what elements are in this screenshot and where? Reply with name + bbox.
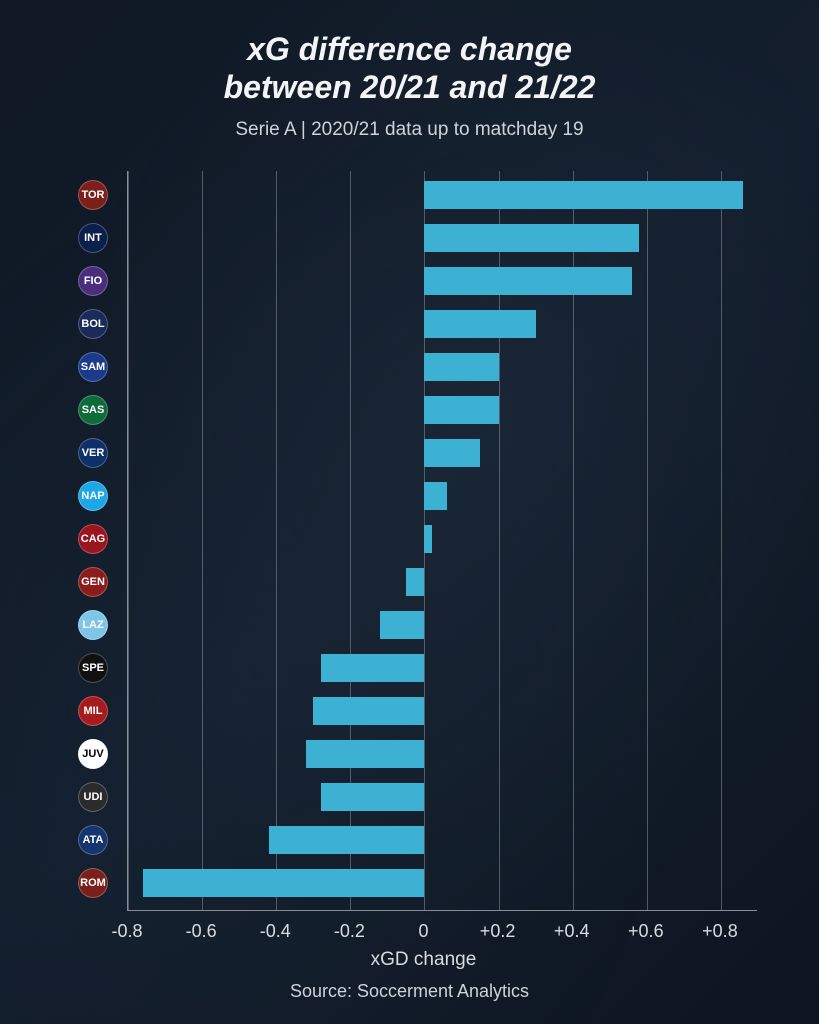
- x-tick-label: +0.4: [554, 921, 590, 942]
- bar-sassuolo: [424, 396, 498, 424]
- bar-bologna: [424, 310, 535, 338]
- x-tick-label: +0.6: [628, 921, 664, 942]
- bar-genoa: [406, 568, 425, 596]
- team-crest-bologna: BOL: [78, 309, 108, 339]
- team-crest-lazio: LAZ: [78, 610, 108, 640]
- chart-title: xG difference change between 20/21 and 2…: [224, 30, 596, 107]
- bar-lazio: [380, 611, 424, 639]
- bar-juventus: [306, 740, 425, 768]
- bar-napoli: [424, 482, 446, 510]
- team-crest-cagliari: CAG: [78, 524, 108, 554]
- team-crest-inter: INT: [78, 223, 108, 253]
- gridline: [721, 171, 722, 910]
- team-crest-verona: VER: [78, 438, 108, 468]
- team-crest-milan: MIL: [78, 696, 108, 726]
- x-tick-label: -0.2: [334, 921, 365, 942]
- chart-subtitle: Serie A | 2020/21 data up to matchday 19: [235, 119, 583, 141]
- team-crest-juventus: JUV: [78, 739, 108, 769]
- chart-area: TOR INT FIO BOL SAM SAS VER NAP CAG GEN LAZ SPE MIL J…: [62, 171, 757, 981]
- bar-inter: [424, 224, 639, 252]
- team-crest-roma: ROM: [78, 868, 108, 898]
- bar-verona: [424, 439, 480, 467]
- team-crest-sassuolo: SAS: [78, 395, 108, 425]
- x-tick-label: +0.8: [702, 921, 738, 942]
- x-axis-label: xGD change: [371, 949, 477, 971]
- team-crest-genoa: GEN: [78, 567, 108, 597]
- team-crest-torino: TOR: [78, 180, 108, 210]
- title-line-1: xG difference change: [247, 31, 572, 67]
- bar-cagliari: [424, 525, 431, 553]
- plot-area: TORINTFIOBOLSAMSASVERNAPCAGGENLAZSPEMILJ…: [127, 171, 757, 911]
- chart-container: xG difference change between 20/21 and 2…: [0, 0, 819, 1024]
- gridline: [128, 171, 129, 910]
- bar-milan: [313, 697, 424, 725]
- gridline: [276, 171, 277, 910]
- gridline: [647, 171, 648, 910]
- title-line-2: between 20/21 and 21/22: [224, 69, 596, 105]
- team-crest-napoli: NAP: [78, 481, 108, 511]
- bar-spezia: [321, 654, 425, 682]
- team-crest-sampdoria: SAM: [78, 352, 108, 382]
- team-crest-udinese: UDI: [78, 782, 108, 812]
- x-tick-label: -0.4: [260, 921, 291, 942]
- team-crest-fiorentina: FIO: [78, 266, 108, 296]
- team-crest-atalanta: ATA: [78, 825, 108, 855]
- bar-sampdoria: [424, 353, 498, 381]
- x-tick-label: 0: [418, 921, 428, 942]
- source-attribution: Source: Soccerment Analytics: [290, 981, 529, 1012]
- x-tick-label: -0.8: [111, 921, 142, 942]
- bar-udinese: [321, 783, 425, 811]
- x-tick-label: -0.6: [186, 921, 217, 942]
- bar-roma: [143, 869, 425, 897]
- bar-atalanta: [269, 826, 425, 854]
- bar-fiorentina: [424, 267, 632, 295]
- bar-torino: [424, 181, 743, 209]
- x-tick-label: +0.2: [480, 921, 516, 942]
- team-crest-spezia: SPE: [78, 653, 108, 683]
- gridline: [202, 171, 203, 910]
- chart-plot: TOR INT FIO BOL SAM SAS VER NAP CAG GEN LAZ SPE MIL J…: [62, 171, 757, 981]
